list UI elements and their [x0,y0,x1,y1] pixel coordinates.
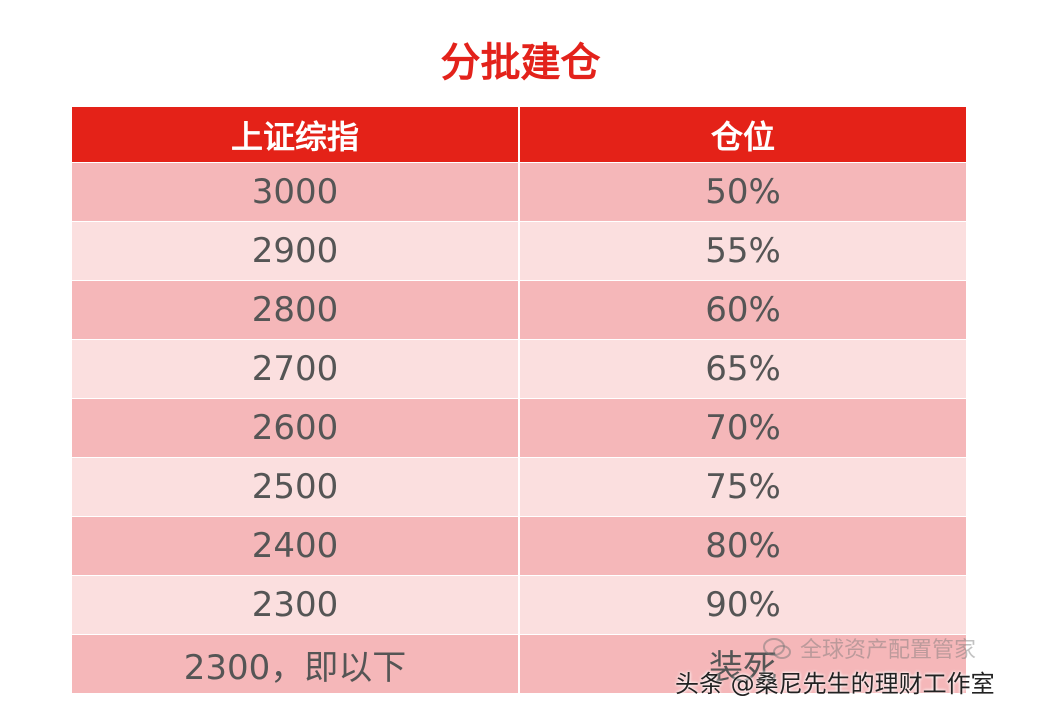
table-cell: 2300 [72,575,519,635]
table-cell: 90% [518,575,966,635]
position-table: 上证综指 仓位 3000 50% 2900 55% 2800 60% 2700 65% 2600 7… [72,107,966,693]
table-row: 2700 65% [72,339,966,399]
table-cell: 装死 [518,634,966,693]
table-cell: 3000 [72,162,519,222]
header-row: 上证综指 仓位 [72,107,966,163]
table-row: 2900 55% [72,221,966,281]
table-row: 2600 70% [72,398,966,458]
table-cell: 60% [518,280,966,340]
table-body: 3000 50% 2900 55% 2800 60% 2700 65% 2600 70% 2500 7… [72,162,966,693]
table-cell: 2400 [72,516,519,576]
table-cell: 80% [518,516,966,576]
table-cell: 2900 [72,221,519,281]
table-cell: 2800 [72,280,519,340]
table-cell: 2600 [72,398,519,458]
table-cell: 50% [518,162,966,222]
toutiao-watermark: 头条 @桑尼先生的理财工作室 [675,670,995,698]
wechat-watermark: 全球资产配置管家 [800,638,977,663]
table-row: 2300，即以下 装死 [72,634,966,693]
table-cell: 75% [518,457,966,517]
table-cell: 2300，即以下 [72,634,519,693]
table-cell: 55% [518,221,966,281]
table-cell: 2500 [72,457,519,517]
column-header: 仓位 [518,107,966,163]
table-cell: 65% [518,339,966,399]
table-row: 2300 90% [72,575,966,635]
title: 分批建仓 [440,40,601,86]
table-row: 2800 60% [72,280,966,340]
table-row: 3000 50% [72,162,966,222]
column-header: 上证综指 [72,107,519,163]
wechat-icon [763,638,791,659]
table-row: 2500 75% [72,457,966,517]
table-row: 2400 80% [72,516,966,576]
table-cell: 70% [518,398,966,458]
table-cell: 2700 [72,339,519,399]
